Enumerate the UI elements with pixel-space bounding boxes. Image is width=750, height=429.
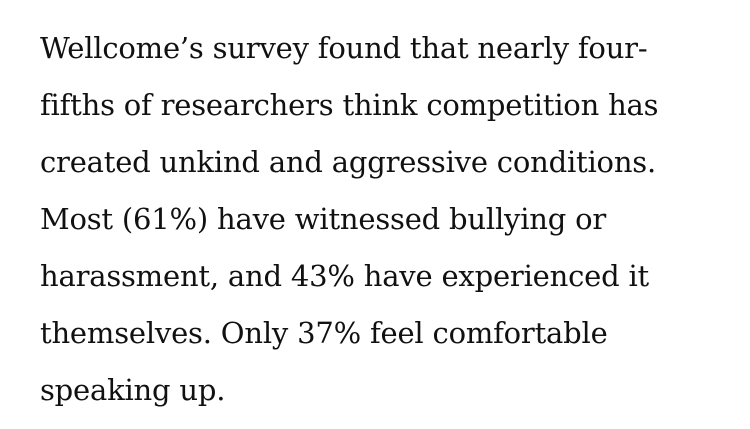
paragraph-line: speaking up. xyxy=(40,373,226,407)
article-paragraph: Wellcome’s survey found that nearly four… xyxy=(40,20,720,419)
paragraph-line: harassment, and 43% have experienced it xyxy=(40,259,650,293)
paragraph-line: created unkind and aggressive conditions… xyxy=(40,145,656,179)
paragraph-line: themselves. Only 37% feel comfortable xyxy=(40,316,608,350)
paragraph-line: Most (61%) have witnessed bullying or xyxy=(40,202,607,236)
paragraph-line: Wellcome’s survey found that nearly four… xyxy=(40,31,648,65)
paragraph-line: fifths of researchers think competition … xyxy=(40,88,659,122)
